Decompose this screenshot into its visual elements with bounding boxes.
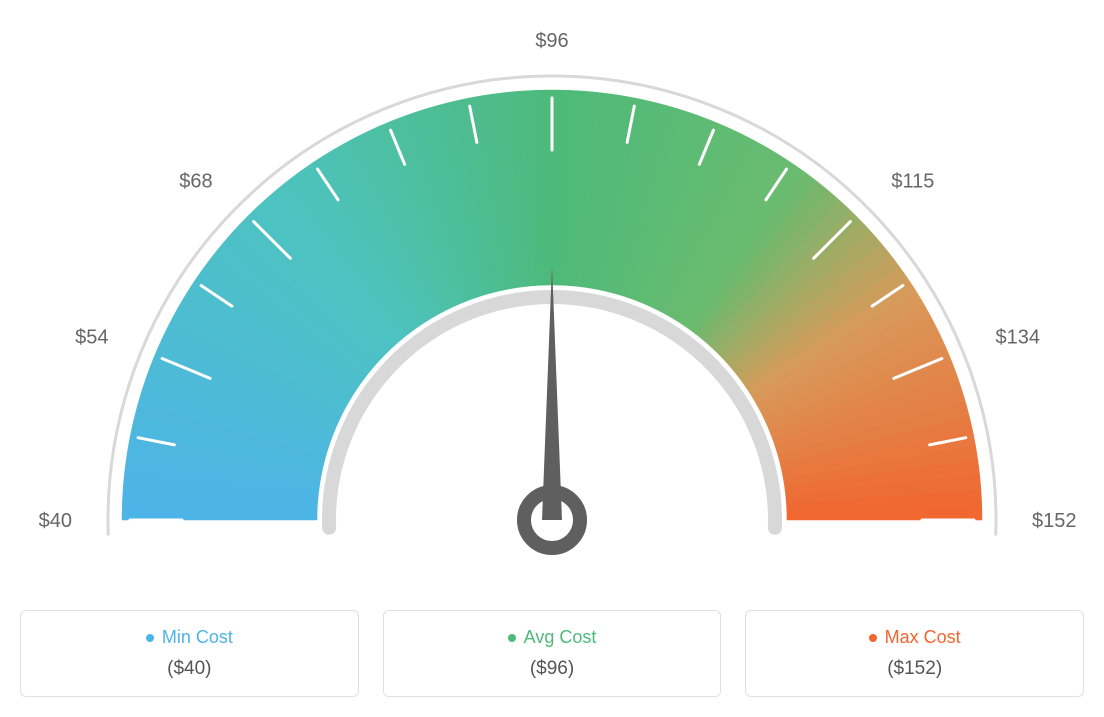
gauge-tick-label: $115	[891, 171, 934, 193]
gauge-tick-label: $152	[1032, 510, 1077, 532]
legend-card-min: Min Cost ($40)	[20, 610, 359, 697]
legend-card-avg: Avg Cost ($96)	[383, 610, 722, 697]
gauge-tick-label: $96	[535, 30, 568, 52]
gauge-tick-label: $54	[75, 326, 108, 348]
gauge-tick-label: $68	[179, 171, 212, 193]
legend-title-text: Avg Cost	[524, 627, 597, 648]
legend-title: Min Cost	[146, 627, 233, 648]
legend-title-text: Min Cost	[162, 627, 233, 648]
legend-card-max: Max Cost ($152)	[745, 610, 1084, 697]
legend-value: ($96)	[404, 658, 701, 680]
legend-title: Avg Cost	[508, 627, 597, 648]
legend-title-text: Max Cost	[885, 627, 961, 648]
legend-title: Max Cost	[869, 627, 961, 648]
gauge-tick-label: $134	[995, 326, 1040, 348]
gauge-svg: $40 $54 $68 $96 $115 $134 $152	[20, 20, 1084, 580]
legend-dot-icon	[869, 634, 877, 642]
cost-gauge-chart: $40 $54 $68 $96 $115 $134 $152	[20, 20, 1084, 580]
legend-row: Min Cost ($40) Avg Cost ($96) Max Cost ($152)	[20, 610, 1084, 697]
legend-dot-icon	[146, 634, 154, 642]
legend-value: ($40)	[41, 658, 338, 680]
gauge-tick-label: $40	[39, 510, 72, 532]
legend-dot-icon	[508, 634, 516, 642]
legend-value: ($152)	[766, 658, 1063, 680]
